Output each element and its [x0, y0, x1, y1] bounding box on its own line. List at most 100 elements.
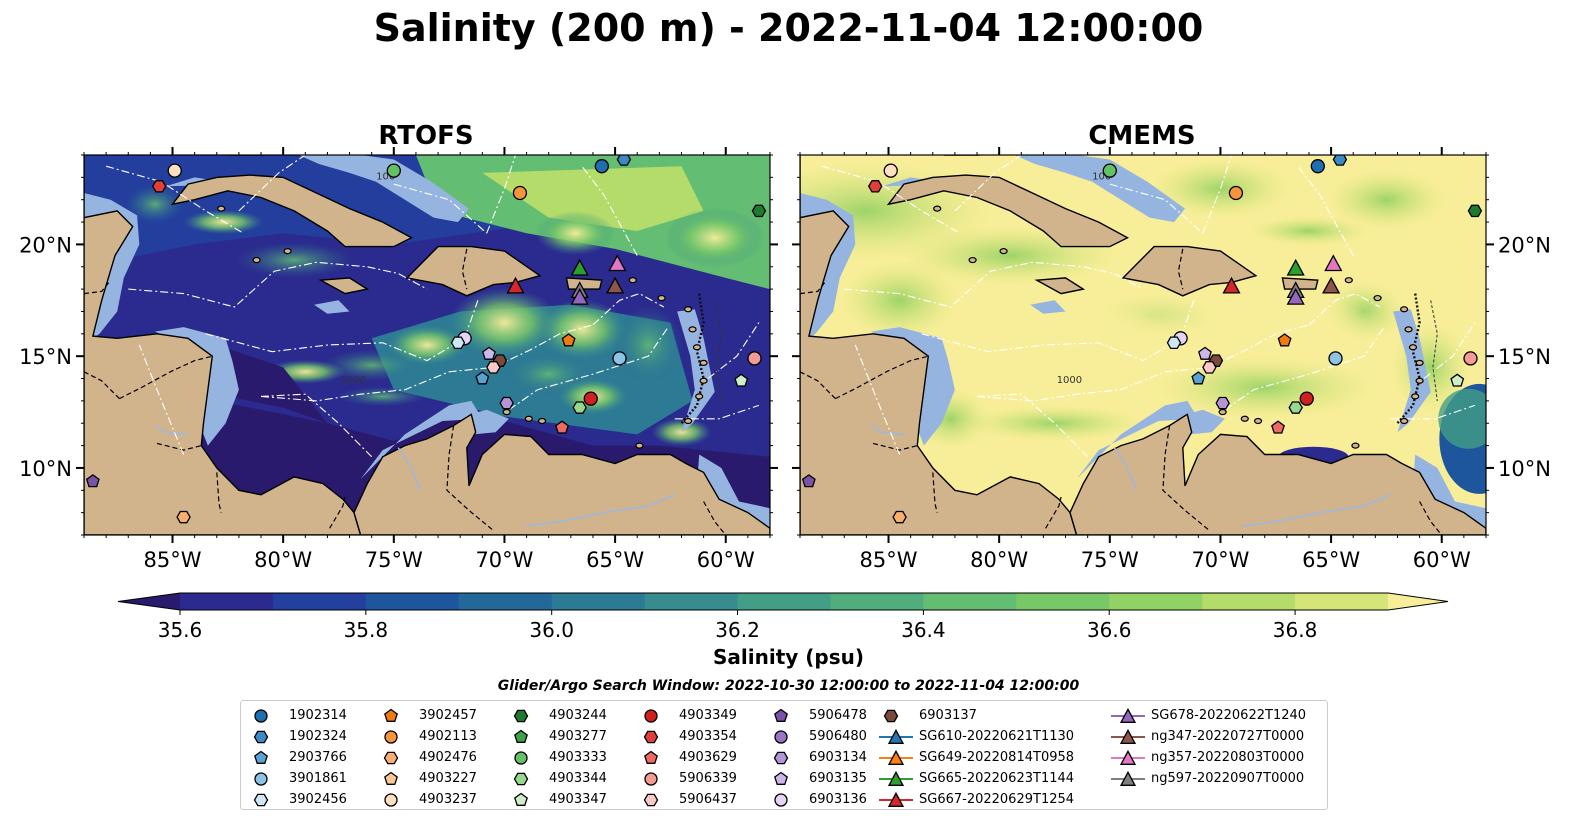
legend-label: 4903344 [549, 771, 607, 786]
legend-item: 4903277 [509, 726, 607, 747]
small-island [1408, 344, 1418, 351]
lon-tick-label: 60°W [1413, 548, 1471, 572]
colorbar-tick-label: 35.6 [158, 618, 203, 642]
colorbar-bin [551, 593, 646, 610]
obs-marker-triangle [1286, 258, 1305, 276]
legend-label: 4903333 [549, 750, 607, 765]
colorbar-tick-label: 36.2 [715, 618, 760, 642]
eez-boundary [260, 393, 373, 458]
legend: 1902314 1902324 2903766 3901861 3902456 39024… [240, 700, 1328, 810]
legend-label: 1902324 [289, 729, 347, 744]
obs-marker-circle [1310, 159, 1325, 174]
legend-item: SG649-20220814T0958 [879, 747, 1074, 768]
salinity-eddy [839, 260, 960, 341]
eez-boundary [508, 326, 669, 411]
obs-marker-circle [747, 351, 762, 366]
obs-marker-hexagon [572, 401, 587, 414]
colorbar-extend-max [1388, 593, 1448, 610]
colorbar-bin [644, 593, 739, 610]
cmems-map: 1000 100 [800, 155, 1486, 535]
obs-marker-hexagon [486, 361, 501, 374]
obs-marker-pentagon [1271, 420, 1285, 434]
legend-item: 4903347 [509, 789, 607, 810]
shelf-southcoastshelf [360, 400, 483, 480]
land-central [800, 155, 1078, 535]
legend-marker-icon [514, 750, 528, 765]
legend-item: 6903135 [769, 768, 867, 789]
legend-pentagon [254, 750, 268, 764]
colorbar-tick-label: 36.4 [901, 618, 946, 642]
colorbar-bin [1295, 593, 1389, 610]
country-border [932, 472, 938, 513]
salinity-eddy [536, 299, 627, 360]
isobath-line [714, 300, 722, 401]
lon-tick-label: 70°W [1191, 548, 1249, 572]
obs-marker-triangle [1322, 276, 1341, 294]
land-cuba [886, 174, 1130, 248]
legend-item: SG665-20220623T1144 [879, 768, 1074, 789]
lat-tick-label: 20°N [19, 233, 72, 257]
salinity-eddy [964, 405, 1145, 442]
legend-triangle [1119, 728, 1137, 744]
lon-tick-label: 85°W [144, 548, 202, 572]
colorbar-bin [1016, 593, 1110, 610]
legend-item: 4903354 [639, 726, 737, 747]
legend-item: SG610-20220621T1130 [879, 726, 1074, 747]
contour-label: 1000 [341, 375, 366, 386]
land-puertorico [565, 277, 603, 290]
legend-column: 3902457 4902113 4902476 4903227 4903237 [379, 705, 477, 810]
lon-tick-label: 85°W [860, 548, 918, 572]
obs-marker-hexagon [1166, 336, 1182, 350]
legend-label: SG678-20220622T1240 [1151, 708, 1307, 723]
obs-marker-circle [612, 351, 627, 366]
legend-column: 4903349 4903354 4903629 5906339 5906437 [639, 705, 737, 810]
contour-label: 1000 [1057, 375, 1082, 386]
small-island [635, 442, 644, 449]
small-island [524, 415, 533, 422]
eez-boundary [238, 155, 306, 212]
country-border [446, 425, 494, 531]
lon-tick-label: 65°W [586, 548, 644, 572]
obs-marker-circle [594, 159, 609, 174]
legend-marker-icon [384, 708, 398, 722]
shelf-mosquito [154, 327, 239, 446]
legend-column: SG678-20220622T1240 ng347-20220727T0000 ng… [1111, 705, 1306, 789]
colorbar-bin [1202, 593, 1296, 610]
eez-boundary [393, 183, 488, 234]
figure-title: Salinity (200 m) - 2022-11-04 12:00:00 [373, 6, 1204, 50]
legend-item: 3902457 [379, 705, 477, 726]
legend-marker-icon [879, 749, 913, 765]
legend-hexagon [253, 793, 269, 806]
legend-marker-icon [513, 772, 529, 785]
legend-triangle [1119, 749, 1137, 765]
obs-marker-hexagon [616, 155, 632, 166]
obs-marker-triangle [506, 276, 525, 294]
legend-column: 1902314 1902324 2903766 3901861 3902456 [249, 705, 347, 810]
small-island [628, 277, 637, 284]
legend-item: 5906437 [639, 789, 737, 810]
land-puertorico [1281, 277, 1319, 290]
obs-marker-hexagon [151, 180, 167, 193]
obs-marker-hexagon [1215, 396, 1230, 410]
legend-label: SG667-20220629T1254 [919, 792, 1075, 807]
lat-tick-label: 10°N [19, 457, 72, 481]
small-island [684, 417, 693, 425]
legend-circle [384, 792, 398, 807]
legend-column: 5906478 5906480 6903134 6903135 6903136 [769, 705, 867, 810]
obs-marker-circle [386, 163, 401, 178]
legend-label: 5906480 [809, 729, 867, 744]
legend-triangle [887, 749, 905, 765]
legend-marker-icon [879, 791, 913, 807]
legend-item: 4902113 [379, 726, 477, 747]
legend-marker-icon [879, 770, 913, 786]
legend-hexagon [773, 751, 789, 764]
legend-label: 6903135 [809, 771, 867, 786]
obs-marker-triangle [570, 287, 589, 305]
obs-marker-hexagon [1288, 401, 1303, 414]
obs-marker-circle [1228, 185, 1244, 201]
eez-boundary [581, 165, 638, 256]
obs-marker-pentagon [801, 474, 816, 488]
legend-hexagon [643, 730, 659, 743]
river-line [154, 424, 189, 436]
legend-label: 4903244 [549, 708, 607, 723]
